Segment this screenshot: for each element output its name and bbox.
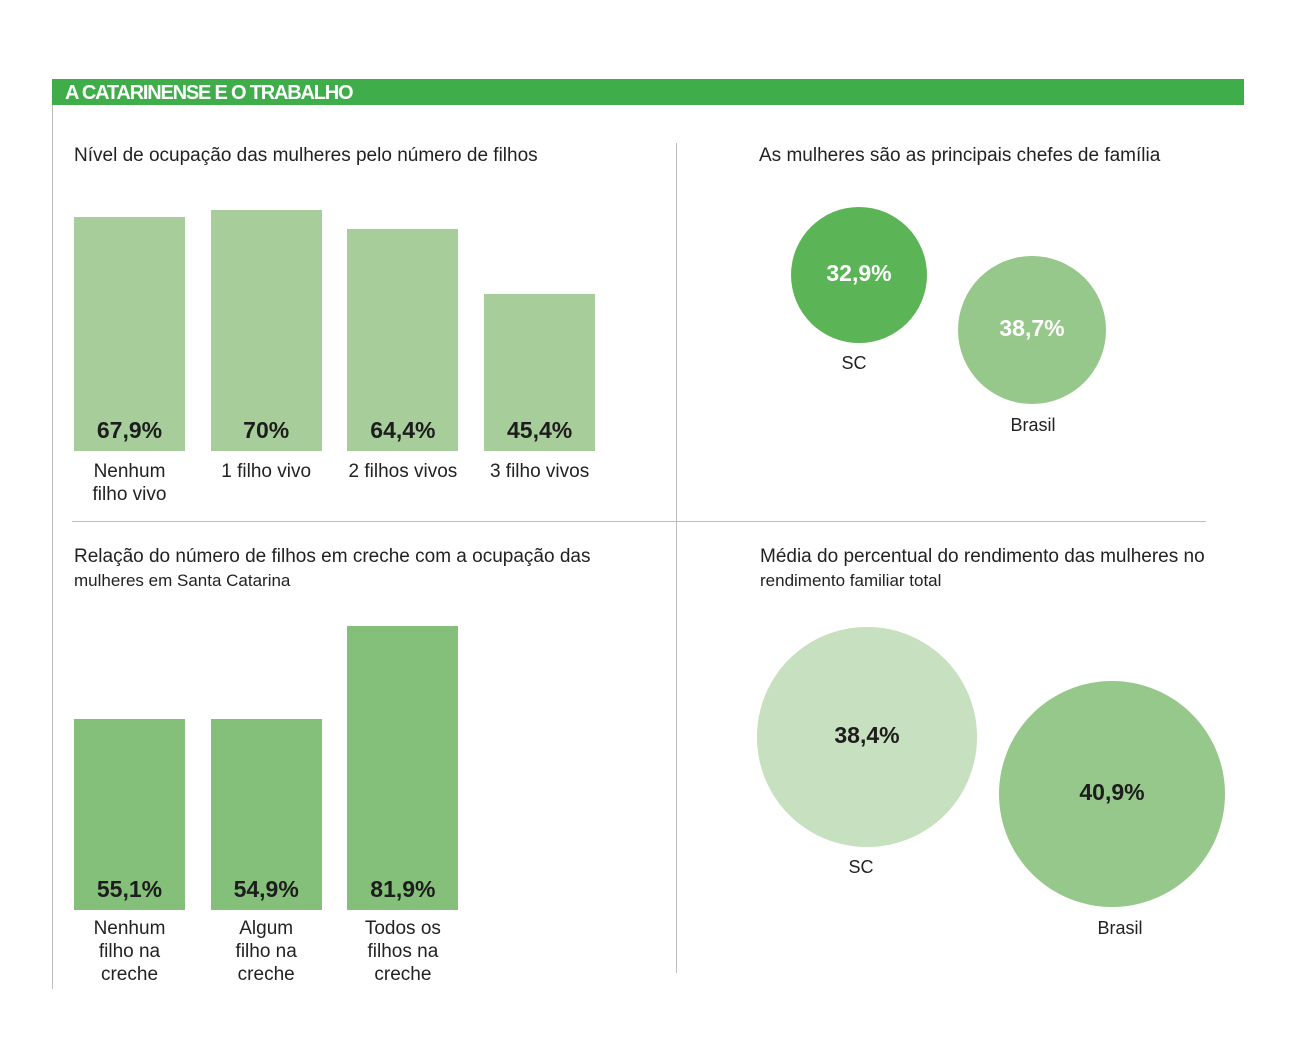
chart4-bubble-value: 40,9% [1079,779,1145,805]
chart3-category-label: Todos os filhos na creche [364,918,441,985]
chart1-title: Nível de ocupação das mulheres pelo núme… [74,145,538,166]
chart2-bubble-value: 38,7% [999,315,1065,341]
chart2-bubble-label: SC [841,353,867,374]
chart4-subtitle: rendimento familiar total [760,571,942,590]
chart3-bar [210,719,322,910]
chart4-bubble [757,627,977,847]
chart2-title: As mulheres são as principais chefes de … [759,145,1161,166]
chart1-bar [210,209,322,451]
chart1-bar-value: 64,4% [370,417,436,443]
chart4-title: Média do percentual do rendimento das mu… [760,546,1205,567]
chart1-bar [347,228,459,451]
chart2-bubble [790,206,928,344]
chart3-bar-value: 54,9% [233,876,299,902]
chart1-category-label: 3 filho vivos [489,461,590,482]
chart3-bar [74,718,185,910]
chart2-bubble-value: 32,9% [826,260,892,286]
chart2-bubble-label: Brasil [1010,414,1056,435]
header-bar: A CATARINENSE E O TRABALHO [52,79,1244,105]
chart3-bar [347,625,459,910]
chart1-category-label: 1 filho vivo [221,461,312,482]
chart1-category-label: 2 filhos vivos [348,461,458,482]
chart2-bubble [958,256,1106,404]
chart1-bar [74,216,185,451]
chart4-bubble-label: Brasil [1097,918,1143,939]
chart1-bar-value: 70% [243,417,290,443]
left-border-divider [52,105,53,989]
middle-divider [72,521,1206,522]
page-title: A CATARINENSE E O TRABALHO [65,82,354,104]
chart1-bar-value: 45,4% [506,417,573,443]
chart3-title: Relação do número de filhos em creche co… [74,546,591,567]
chart4-bubble-label: SC [848,856,874,877]
center-divider [676,143,677,973]
chart3-bar-value: 55,1% [96,876,163,902]
chart4-bubble [998,680,1226,908]
chart3-subtitle: mulheres em Santa Catarina [74,571,291,590]
chart1-bar [484,294,596,451]
chart3-category-label: Algum filho na creche [235,918,297,985]
chart3-category-label: Nenhum filho na creche [93,918,166,985]
chart1-category-label: Nenhum filho vivo [92,461,167,505]
chart4-bubble-value: 38,4% [834,722,900,748]
chart1-bar-value: 67,9% [96,417,163,443]
chart3-bar-value: 81,9% [370,876,436,902]
